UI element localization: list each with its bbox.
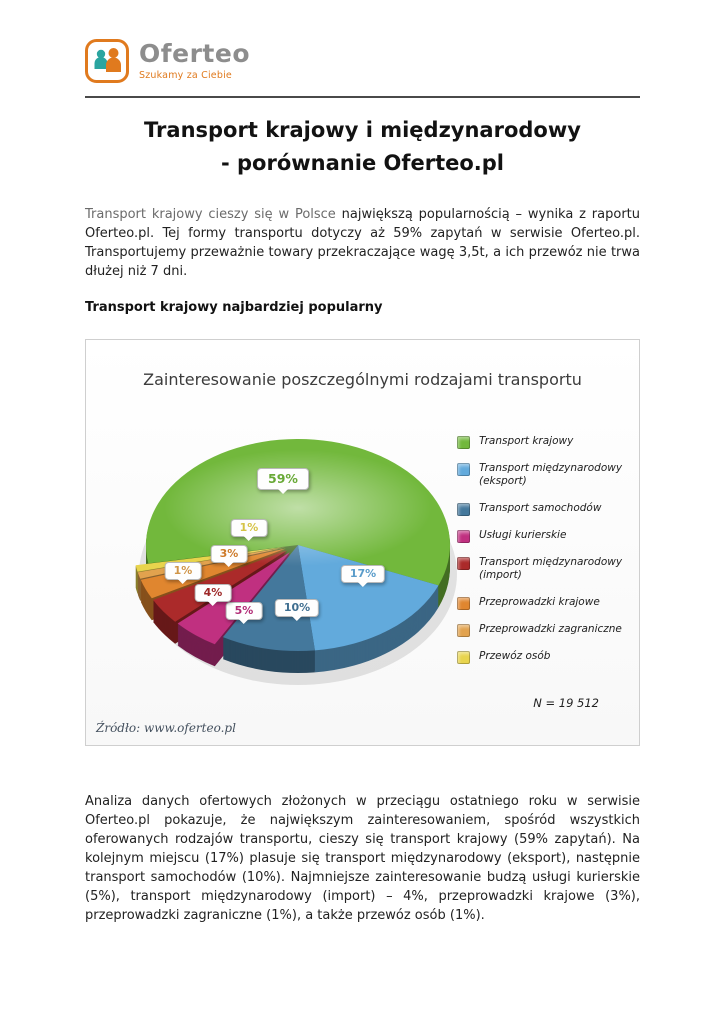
legend-item: Przeprowadzki zagraniczne bbox=[457, 623, 625, 638]
legend-label: Transport międzynarodowy (import) bbox=[479, 555, 623, 582]
legend-swatch bbox=[457, 556, 470, 570]
legend-swatch bbox=[457, 462, 470, 476]
legend-item: Usługi kurierskie bbox=[457, 529, 625, 543]
chart-title: Zainteresowanie poszczególnymi rodzajami… bbox=[143, 369, 582, 389]
intro-paragraph: Transport krajowy cieszy się w Polsce na… bbox=[85, 205, 640, 281]
pie-callout-3: 5% bbox=[225, 601, 263, 624]
legend-item: Przeprowadzki krajowe bbox=[457, 596, 625, 611]
legend-item: Transport międzynarodowy (import) bbox=[457, 556, 625, 583]
pie-chart-figure: Zainteresowanie poszczególnymi rodzajami… bbox=[85, 338, 640, 746]
header-divider bbox=[85, 96, 640, 98]
legend-label: Przeprowadzki krajowe bbox=[479, 596, 600, 609]
pie-callout-2: 10% bbox=[274, 598, 320, 621]
legend-label: Transport międzynarodowy (eksport) bbox=[479, 461, 623, 488]
legend-swatch bbox=[457, 597, 470, 611]
intro-lead: Transport krajowy cieszy się w Polsce bbox=[85, 207, 336, 223]
logo-brand-text: Oferteo bbox=[139, 39, 250, 68]
legend-label: Przewóz osób bbox=[479, 650, 551, 663]
legend-label: Przeprowadzki zagraniczne bbox=[479, 623, 622, 636]
sample-size-note: N = 19 512 bbox=[533, 695, 599, 710]
pie-callout-4: 4% bbox=[194, 583, 232, 606]
legend-swatch bbox=[457, 502, 470, 516]
legend-label: Transport krajowy bbox=[479, 434, 574, 447]
chart-source: Źródło: www.oferteo.pl bbox=[96, 720, 236, 735]
legend-label: Transport samochodów bbox=[479, 501, 602, 514]
page-title: Transport krajowy i międzynarodowy - por… bbox=[85, 114, 640, 179]
chart-legend: Transport krajowy Transport międzynarodow… bbox=[457, 435, 625, 665]
logo-tagline: Szukamy za Ciebie bbox=[139, 70, 232, 81]
pie-callout-0: 59% bbox=[257, 467, 309, 494]
pie-callout-1: 17% bbox=[340, 564, 386, 587]
legend-swatch bbox=[457, 435, 470, 449]
oferteo-logo-icon bbox=[85, 39, 129, 83]
page-title-line1: Transport krajowy i międzynarodowy bbox=[144, 118, 581, 142]
pie-callout-7: 1% bbox=[230, 518, 268, 541]
intro-rest: największą popularnością – wynika z rapo… bbox=[85, 207, 641, 280]
legend-swatch bbox=[457, 651, 470, 665]
pie-callout-6: 1% bbox=[164, 561, 202, 584]
oferteo-logo: Oferteo Szukamy za Ciebie bbox=[85, 38, 640, 84]
legend-item: Transport krajowy bbox=[457, 435, 625, 449]
legend-swatch bbox=[457, 624, 470, 638]
section-subheading: Transport krajowy najbardziej popularny bbox=[85, 299, 383, 315]
legend-swatch bbox=[457, 529, 470, 543]
legend-item: Przewóz osób bbox=[457, 650, 625, 665]
legend-item: Transport międzynarodowy (eksport) bbox=[457, 462, 625, 489]
pie-callout-5: 3% bbox=[210, 544, 248, 567]
analysis-paragraph: Analiza danych ofertowych złożonych w pr… bbox=[85, 793, 640, 924]
legend-label: Usługi kurierskie bbox=[479, 528, 567, 541]
pie-callouts: 59% 17% 10% 5% 4% 3% 1% 1% bbox=[86, 340, 639, 745]
legend-item: Transport samochodów bbox=[457, 502, 625, 516]
page-title-line2: - porównanie Oferteo.pl bbox=[221, 150, 504, 175]
